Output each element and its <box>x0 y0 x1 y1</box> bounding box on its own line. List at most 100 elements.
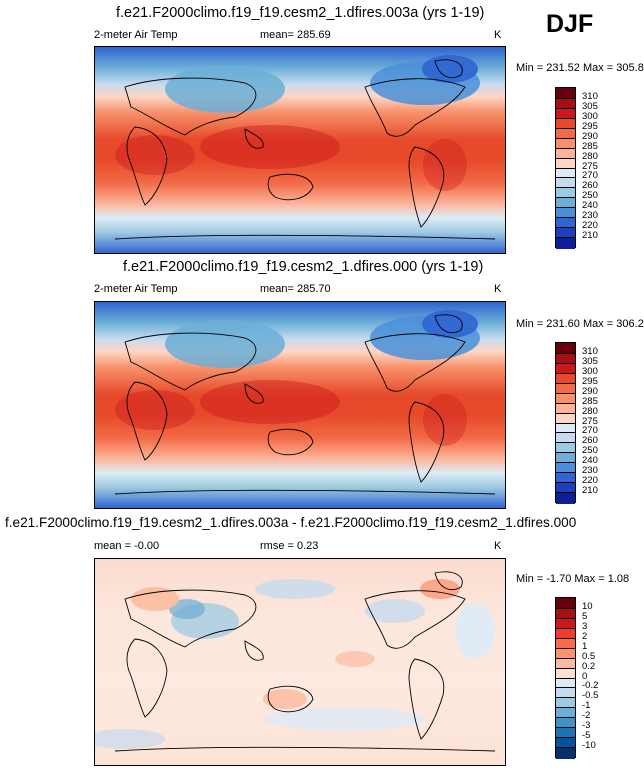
colorbar-swatch <box>556 362 575 375</box>
colorbar-swatch <box>556 617 575 630</box>
colorbar-swatch <box>556 627 575 640</box>
colorbar-tick-label: 300 <box>582 365 598 377</box>
colorbar-swatch <box>556 747 575 759</box>
panel-2-units: K <box>494 283 502 295</box>
panel-3-rmse: rmse = 0.23 <box>260 540 319 552</box>
panel-1-units: K <box>494 29 502 41</box>
colorbar-tick-label: -5 <box>582 730 591 742</box>
colorbar-tick-label: 295 <box>582 120 598 132</box>
colorbar-swatch <box>556 187 575 199</box>
panel-1-mean: mean= 285.69 <box>260 29 331 41</box>
temperature-map-1 <box>95 47 505 253</box>
colorbar-tick-label: 240 <box>582 200 598 212</box>
colorbar-tick-label: 280 <box>582 405 598 417</box>
season-label: DJF <box>546 10 594 38</box>
colorbar-swatch <box>556 452 575 464</box>
colorbar-swatch <box>556 207 575 219</box>
colorbar-swatch <box>556 677 575 689</box>
colorbar-tick-label: 260 <box>582 435 598 447</box>
colorbar-swatch <box>556 462 575 474</box>
colorbar-tick-label: 220 <box>582 475 598 487</box>
colorbar-swatch <box>556 137 575 150</box>
colorbar-swatch <box>556 598 575 609</box>
colorbar-tick-label: -2 <box>582 710 591 722</box>
colorbar-swatch <box>556 707 575 719</box>
panel-1-title: f.e21.F2000climo.f19_f19.cesm2_1.dfires.… <box>116 5 485 21</box>
colorbar-tick-label: 305 <box>582 355 598 367</box>
colorbar-swatch <box>556 667 575 679</box>
colorbar-swatch <box>556 492 575 504</box>
colorbar-swatch <box>556 727 575 739</box>
colorbar-swatch <box>556 442 575 454</box>
panel-3-map <box>94 558 506 766</box>
colorbar-swatch <box>556 687 575 699</box>
colorbar-tick-label: 310 <box>582 90 598 102</box>
colorbar-swatch <box>556 382 575 395</box>
panel-3-title: f.e21.F2000climo.f19_f19.cesm2_1.dfires.… <box>5 515 577 530</box>
colorbar-swatch <box>556 657 575 670</box>
temperature-map-2 <box>95 302 505 508</box>
colorbar-tick-label: 210 <box>582 485 598 497</box>
colorbar-swatch <box>556 237 575 249</box>
colorbar-tick-label: 275 <box>582 415 598 427</box>
colorbar-tick-label: 210 <box>582 230 598 242</box>
colorbar-swatch <box>556 372 575 385</box>
colorbar-swatch <box>556 697 575 709</box>
colorbar-tick-label: 10 <box>582 600 593 612</box>
colorbar-tick-label: -10 <box>582 740 596 752</box>
difference-map <box>95 559 505 765</box>
colorbar-tick-label: 275 <box>582 160 598 172</box>
colorbar-swatch <box>556 482 575 494</box>
colorbar-swatch <box>556 472 575 484</box>
colorbar-tick-label: 280 <box>582 150 598 162</box>
colorbar-tick-label: 230 <box>582 465 598 477</box>
colorbar-swatch <box>556 127 575 140</box>
panel-1-minmax: Min = 231.52 Max = 305.85 <box>516 62 644 74</box>
colorbar-swatch <box>556 392 575 405</box>
colorbar-tick-label: 290 <box>582 130 598 142</box>
colorbar-tick-label: 5 <box>582 610 588 622</box>
colorbar-swatch <box>556 197 575 209</box>
panel-3-units: K <box>494 540 502 552</box>
panel-1-map <box>94 46 506 254</box>
colorbar-tick-label: 250 <box>582 190 598 202</box>
colorbar-tick-label: 290 <box>582 385 598 397</box>
colorbar-tick-label: -0.5 <box>582 690 599 702</box>
panel-2-colorbar-swatches <box>555 342 576 504</box>
panel-1-colorbar-swatches <box>555 87 576 249</box>
colorbar-swatch <box>556 117 575 130</box>
colorbar-swatch <box>556 97 575 110</box>
colorbar-swatch <box>556 432 575 444</box>
colorbar-tick-label: 270 <box>582 170 598 182</box>
colorbar-tick-label: 285 <box>582 395 598 407</box>
colorbar-tick-label: 3 <box>582 620 588 632</box>
colorbar-swatch <box>556 343 575 354</box>
colorbar-swatch <box>556 107 575 120</box>
colorbar-swatch <box>556 177 575 189</box>
colorbar-swatch <box>556 422 575 434</box>
colorbar-tick-label: 250 <box>582 445 598 457</box>
panel-3-colorbar-swatches <box>555 597 576 759</box>
colorbar-swatch <box>556 217 575 229</box>
colorbar-tick-label: 230 <box>582 210 598 222</box>
colorbar-swatch <box>556 412 575 424</box>
panel-2-mean: mean= 285.70 <box>260 283 331 295</box>
colorbar-swatch <box>556 147 575 160</box>
colorbar-tick-label: -1 <box>582 700 591 712</box>
colorbar-tick-label: 300 <box>582 110 598 122</box>
colorbar-swatch <box>556 352 575 365</box>
panel-1-variable: 2-meter Air Temp <box>94 29 178 41</box>
colorbar-tick-label: 260 <box>582 180 598 192</box>
colorbar-tick-label: 285 <box>582 140 598 152</box>
colorbar-swatch <box>556 88 575 99</box>
panel-3-mean: mean = -0.00 <box>94 540 160 552</box>
colorbar-swatch <box>556 647 575 660</box>
colorbar-tick-label: -0.2 <box>582 680 599 692</box>
colorbar-tick-label: -3 <box>582 720 591 732</box>
colorbar-tick-label: 310 <box>582 345 598 357</box>
colorbar-swatch <box>556 717 575 729</box>
colorbar-tick-label: 2 <box>582 630 588 642</box>
colorbar-tick-label: 270 <box>582 425 598 437</box>
colorbar-swatch <box>556 227 575 239</box>
colorbar-swatch <box>556 402 575 415</box>
